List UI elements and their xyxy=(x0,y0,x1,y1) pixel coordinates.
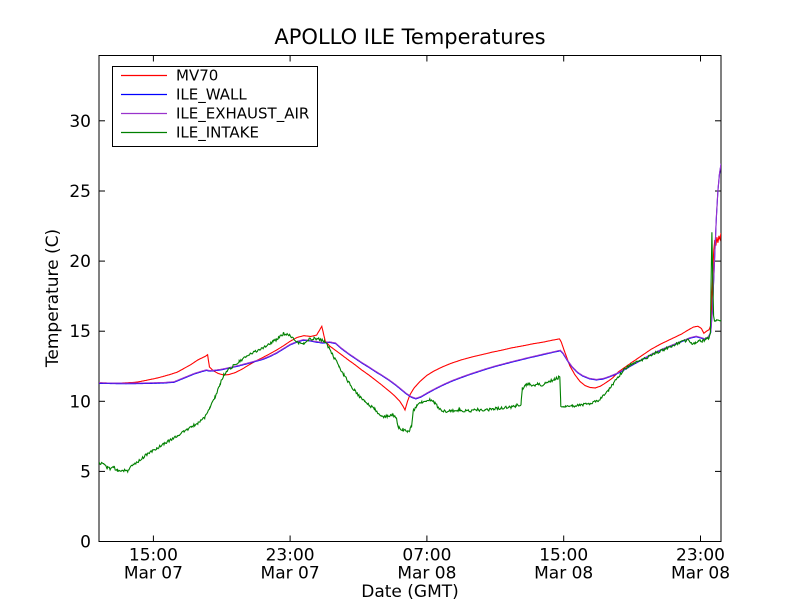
series-line-ile_intake xyxy=(99,232,721,474)
y-tick-label: 25 xyxy=(69,182,91,202)
y-tick-label: 20 xyxy=(69,252,91,272)
x-tick-time-label: 15:00 xyxy=(129,546,178,566)
legend-label-ile-wall: ILE_WALL xyxy=(176,86,247,105)
legend-box xyxy=(112,66,318,147)
y-axis-label: Temperature (C) xyxy=(43,229,63,368)
y-tick-label: 10 xyxy=(69,392,91,412)
x-tick-time-label: 07:00 xyxy=(402,546,451,566)
y-tick-label: 15 xyxy=(69,322,91,342)
legend-label-ile-intake: ILE_INTAKE xyxy=(176,124,259,143)
x-axis-label: Date (GMT) xyxy=(361,582,459,600)
x-tick-time-label: 23:00 xyxy=(676,546,725,566)
x-tick-time-label: 15:00 xyxy=(539,546,588,566)
y-tick-label: 30 xyxy=(69,112,91,132)
x-tick-date-label: Mar 08 xyxy=(534,564,593,584)
legend-label-ile-exhaust-air: ILE_EXHAUST_AIR xyxy=(176,105,309,124)
series-line-mv70 xyxy=(99,232,721,412)
legend: MV70 ILE_WALL ILE_EXHAUST_AIR ILE_INTAKE xyxy=(112,66,318,147)
legend-label-mv70: MV70 xyxy=(176,67,218,85)
y-tick-label: 5 xyxy=(80,462,91,482)
plot-frame xyxy=(98,55,722,542)
x-tick-date-label: Mar 08 xyxy=(671,564,730,584)
x-tick-date-label: Mar 08 xyxy=(397,564,456,584)
chart-title: APOLLO ILE Temperatures xyxy=(274,25,545,49)
series-line-ile_exhaust_air xyxy=(99,163,721,399)
x-tick-time-label: 23:00 xyxy=(266,546,315,566)
y-tick-label: 0 xyxy=(80,533,91,553)
x-tick-date-label: Mar 07 xyxy=(124,564,183,584)
x-tick-date-label: Mar 07 xyxy=(261,564,320,584)
series-layer xyxy=(99,163,721,474)
